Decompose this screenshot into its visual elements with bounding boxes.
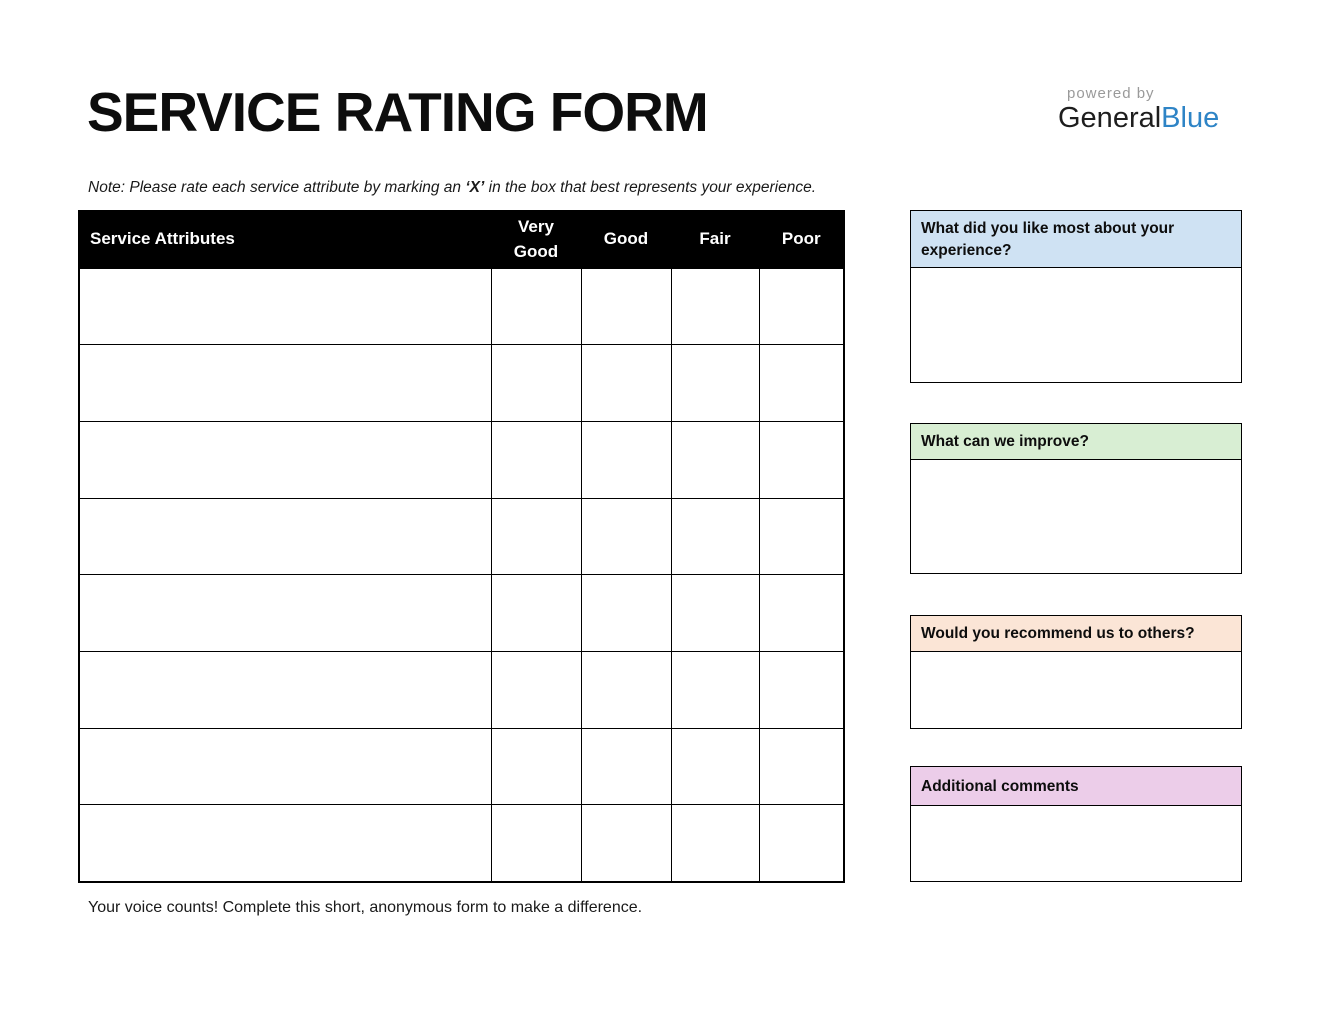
attribute-cell[interactable] <box>78 727 492 806</box>
table-row <box>78 420 845 499</box>
rating-cell[interactable] <box>670 650 760 729</box>
powered-by-label: powered by <box>1067 85 1155 102</box>
comment-box-header: What did you like most about your experi… <box>911 211 1241 269</box>
attribute-cell[interactable] <box>78 420 492 499</box>
rating-cell[interactable] <box>490 497 582 576</box>
rating-cell[interactable] <box>670 727 760 806</box>
rating-cell[interactable] <box>490 267 582 346</box>
rating-cell[interactable] <box>580 344 672 422</box>
table-row <box>78 344 845 422</box>
attribute-cell[interactable] <box>78 497 492 576</box>
rating-table-body <box>78 267 845 882</box>
rating-cell[interactable] <box>580 497 672 576</box>
page-title: SERVICE RATING FORM <box>87 81 709 143</box>
table-row <box>78 267 845 346</box>
generalblue-logo: powered by GeneralBlue <box>1058 85 1228 135</box>
comment-box-input[interactable] <box>911 459 1241 573</box>
comment-box-input[interactable] <box>911 268 1241 383</box>
rating-column-header: Fair <box>670 210 760 269</box>
rating-cell[interactable] <box>490 650 582 729</box>
rating-cell[interactable] <box>580 574 672 652</box>
rating-cell[interactable] <box>580 420 672 499</box>
rating-cell[interactable] <box>580 267 672 346</box>
rating-cell[interactable] <box>670 497 760 576</box>
comment-box-header: Would you recommend us to others? <box>911 616 1241 652</box>
rating-cell[interactable] <box>758 574 845 652</box>
rating-cell[interactable] <box>490 420 582 499</box>
table-row <box>78 574 845 652</box>
rating-cell[interactable] <box>670 344 760 422</box>
comment-box-improve: What can we improve? <box>910 423 1242 574</box>
rating-cell[interactable] <box>670 267 760 346</box>
table-row <box>78 727 845 806</box>
comment-box-label: Would you recommend us to others? <box>921 625 1195 642</box>
rating-cell[interactable] <box>580 650 672 729</box>
rating-cell[interactable] <box>758 267 845 346</box>
rating-cell[interactable] <box>670 420 760 499</box>
rating-table: Service Attributes Very Good Good Fair Poor <box>78 210 845 883</box>
rating-column-header: Very Good <box>490 210 582 269</box>
table-row <box>78 804 845 882</box>
note-x-mark: ‘X’ <box>465 179 485 196</box>
rating-cell[interactable] <box>758 420 845 499</box>
comment-box-label: Additional comments <box>921 778 1079 795</box>
rating-column-header: Good <box>580 210 672 269</box>
table-row <box>78 650 845 729</box>
brand-blue-text: Blue <box>1161 102 1220 134</box>
header-row: Service Attributes Very Good Good Fair Poor <box>78 210 845 269</box>
rating-cell[interactable] <box>490 804 582 882</box>
attribute-cell[interactable] <box>78 574 492 652</box>
rating-cell[interactable] <box>758 804 845 882</box>
comment-box-header: Additional comments <box>911 767 1241 806</box>
rating-cell[interactable] <box>758 344 845 422</box>
rating-column-header: Poor <box>758 210 845 269</box>
note-prefix: Note: Please rate each service attribute… <box>88 179 466 196</box>
comment-box-input[interactable] <box>911 806 1241 881</box>
attribute-cell[interactable] <box>78 267 492 346</box>
rating-table-container: Service Attributes Very Good Good Fair Poor <box>78 210 845 883</box>
attribute-cell[interactable] <box>78 344 492 422</box>
attribute-cell[interactable] <box>78 650 492 729</box>
rating-cell[interactable] <box>670 804 760 882</box>
comment-box-label: What did you like most about your experi… <box>921 220 1175 259</box>
footer-note: Your voice counts! Complete this short, … <box>88 899 643 916</box>
comment-box-label: What can we improve? <box>921 433 1089 450</box>
note-suffix: in the box that best represents your exp… <box>484 179 817 196</box>
attribute-cell[interactable] <box>78 804 492 882</box>
comment-box-recommend: Would you recommend us to others? <box>910 615 1242 729</box>
rating-cell[interactable] <box>580 804 672 882</box>
brand-name: GeneralBlue <box>1058 102 1219 134</box>
comment-box-input[interactable] <box>911 652 1241 728</box>
rating-cell[interactable] <box>490 574 582 652</box>
table-row <box>78 497 845 576</box>
brand-general-text: General <box>1058 102 1162 134</box>
rating-cell[interactable] <box>758 650 845 729</box>
rating-table-header: Service Attributes Very Good Good Fair Poor <box>78 210 845 269</box>
rating-cell[interactable] <box>758 497 845 576</box>
comment-box-liked-most: What did you like most about your experi… <box>910 210 1242 384</box>
rating-cell[interactable] <box>758 727 845 806</box>
comment-box-header: What can we improve? <box>911 424 1241 460</box>
attribute-column-header: Service Attributes <box>78 210 492 269</box>
comment-box-additional: Additional comments <box>910 766 1242 882</box>
rating-cell[interactable] <box>490 344 582 422</box>
rating-cell[interactable] <box>490 727 582 806</box>
rating-cell[interactable] <box>670 574 760 652</box>
rating-cell[interactable] <box>580 727 672 806</box>
instruction-note: Note: Please rate each service attribute… <box>88 179 816 197</box>
